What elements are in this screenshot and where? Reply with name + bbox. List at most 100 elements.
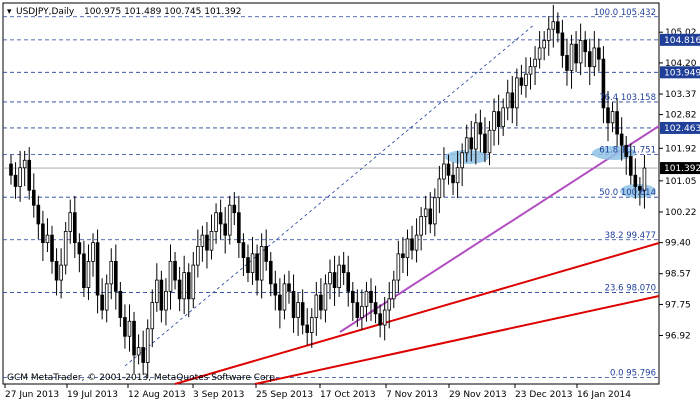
candle-body <box>291 290 296 318</box>
price-tag-label: 104.816 <box>664 36 700 46</box>
candle-body <box>537 47 542 60</box>
candle-body <box>104 283 109 311</box>
chart-header-arrow-icon: ▾ <box>7 7 12 17</box>
fib-label: 38.2 99.477 <box>605 231 656 241</box>
candle-body <box>578 40 583 64</box>
candle-body <box>264 245 268 262</box>
candle-body <box>328 272 332 285</box>
time-tick-label: 7 Nov 2013 <box>386 390 438 400</box>
candle-body <box>524 73 528 86</box>
candle-body <box>341 264 346 274</box>
candle-body <box>487 129 492 154</box>
candle-body <box>496 111 501 127</box>
candle-body <box>606 107 610 124</box>
candle-body <box>173 260 177 281</box>
fib-label: 76.4 103.158 <box>599 93 656 103</box>
candle-body <box>73 212 77 244</box>
candle-body <box>360 305 364 318</box>
candle-body <box>483 133 487 154</box>
candle-body <box>91 242 95 262</box>
candle-body <box>27 159 32 191</box>
candle-body <box>355 302 360 318</box>
candle-body <box>391 279 396 300</box>
fib-label: 0.0 95.796 <box>610 369 656 379</box>
candle-body <box>583 40 587 53</box>
candle-body <box>168 260 173 292</box>
candle-body <box>182 272 186 300</box>
candle-body <box>305 324 310 333</box>
candle-body <box>551 21 556 30</box>
time-tick-label: 12 Aug 2013 <box>128 390 186 400</box>
price-tick-label: 101.05 <box>665 177 697 187</box>
candle-body <box>63 231 68 266</box>
candle-body <box>587 51 592 68</box>
candle-body <box>419 216 423 236</box>
candle-body <box>382 309 387 326</box>
fib-label: 61.8 101.751 <box>599 146 656 156</box>
trendlines <box>124 23 660 385</box>
fib-label: 50.0 100.614 <box>599 188 656 198</box>
candle-body <box>560 32 565 56</box>
candle-body <box>442 163 446 180</box>
candle-body <box>223 223 227 236</box>
candle-body <box>9 163 13 176</box>
candle-body <box>428 208 433 225</box>
candle-body <box>114 260 118 292</box>
candle-body <box>36 204 41 225</box>
candle-body <box>437 178 442 199</box>
candle-body <box>369 290 373 303</box>
candle-body <box>474 122 478 150</box>
candle-body <box>186 272 191 300</box>
candle-body <box>542 40 546 49</box>
fib-labels: 100.0 105.432 76.4 103.158 61.8 101.751 50.… <box>594 8 656 379</box>
candle-body <box>268 260 273 285</box>
candle-body <box>332 272 337 288</box>
candle-body <box>592 47 597 68</box>
candle-body <box>405 238 410 259</box>
candle-body <box>378 313 382 326</box>
price-axis: 105.02 104.20 103.37 102.82 101.92 101.05 100.… <box>659 28 697 342</box>
candle-body <box>227 204 232 236</box>
price-tick-label: 102.82 <box>665 111 697 121</box>
candle-body <box>196 245 200 266</box>
candle-body <box>515 77 519 109</box>
candle-body <box>241 242 246 259</box>
candle-body <box>556 21 560 34</box>
candle-body <box>86 260 91 288</box>
candle-body <box>387 298 392 311</box>
candle-body <box>282 283 287 311</box>
candle-body <box>259 245 264 281</box>
candle-body <box>59 264 63 281</box>
candle-body <box>569 43 574 71</box>
highlight-ellipse-bottom <box>620 184 656 198</box>
chart-frame <box>2 2 660 385</box>
candle-body <box>423 208 428 217</box>
candle-body <box>191 264 196 300</box>
price-tag-bg <box>660 66 700 79</box>
candle-body <box>574 43 578 64</box>
candle-body <box>255 253 259 281</box>
current-price-tag-label: 101.392 <box>664 164 700 174</box>
candle-body <box>519 77 524 86</box>
candle-body <box>597 47 601 60</box>
time-tick-label: 27 Jun 2013 <box>5 390 59 400</box>
candle-body <box>314 294 319 318</box>
time-tick-label: 17 Oct 2013 <box>320 390 376 400</box>
candle-body <box>246 257 250 274</box>
copyright-text: GCM MetaTrader, © 2001-2013, MetaQuotes … <box>7 373 278 383</box>
price-tick-label: 98.57 <box>665 270 691 280</box>
time-axis: 27 Jun 2013 19 Jul 2013 12 Aug 2013 3 Sep 2… <box>4 384 631 400</box>
candle-body <box>610 111 615 124</box>
candle-body <box>396 253 401 281</box>
price-tick-label: 104.20 <box>665 59 697 69</box>
candle-body <box>132 320 136 356</box>
candle-body <box>18 167 22 187</box>
candles <box>9 4 647 378</box>
candle-body <box>22 159 27 169</box>
time-tick-label: 29 Nov 2013 <box>449 390 507 400</box>
candle-body <box>446 163 451 176</box>
time-tick-label: 3 Sep 2013 <box>193 390 244 400</box>
candle-body <box>41 223 45 244</box>
candle-body <box>501 107 505 127</box>
